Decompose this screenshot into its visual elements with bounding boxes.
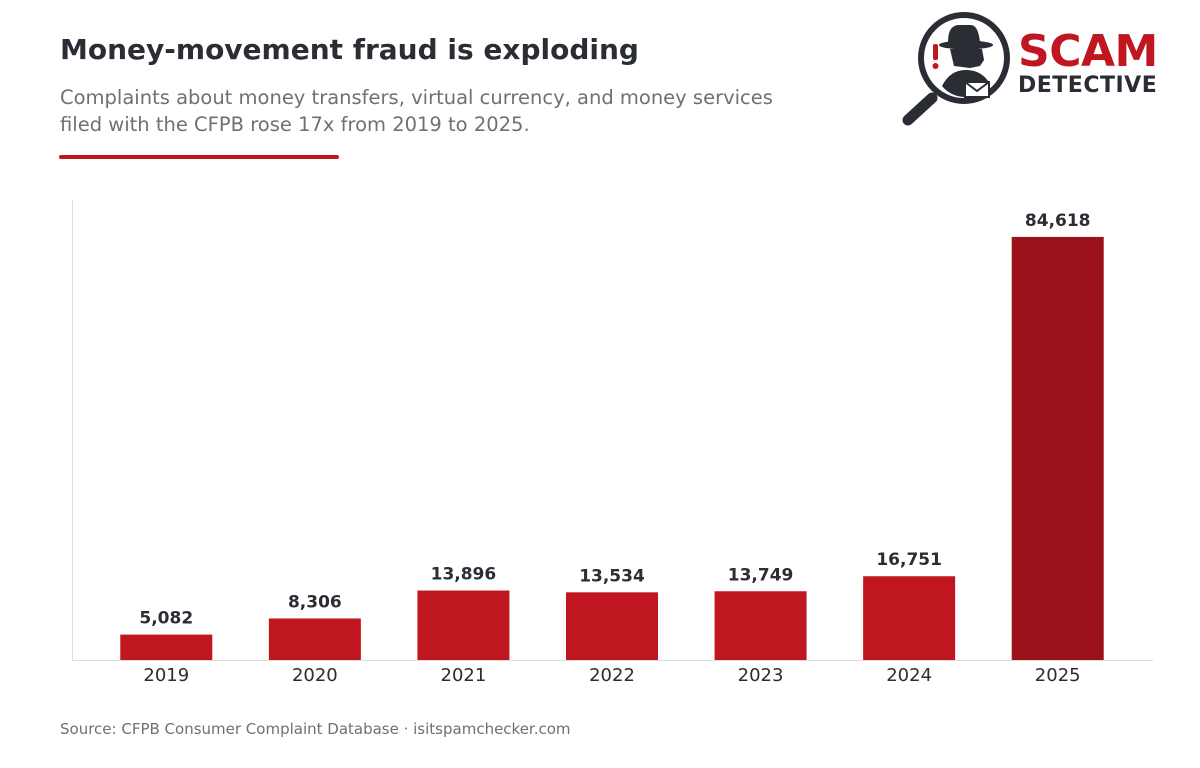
x-tick-label-2019: 2019 xyxy=(143,665,189,686)
source-note: Source: CFPB Consumer Complaint Database… xyxy=(60,720,571,738)
chart-title: Money-movement fraud is exploding xyxy=(60,33,639,66)
logo-word-detective: DETECTIVE xyxy=(1018,73,1158,98)
value-label-2023: 13,749 xyxy=(728,565,794,585)
x-tick-label-2021: 2021 xyxy=(441,665,487,686)
value-label-2024: 16,751 xyxy=(876,550,942,570)
x-tick-label-2025: 2025 xyxy=(1035,665,1081,686)
chart-subtitle: Complaints about money transfers, virtua… xyxy=(60,84,860,138)
logo-word-scam: SCAM xyxy=(1018,26,1158,77)
accent-rule xyxy=(59,155,339,159)
x-tick-label-2023: 2023 xyxy=(738,665,784,686)
x-tick-label-2022: 2022 xyxy=(589,665,635,686)
subtitle-line-2: filed with the CFPB rose 17x from 2019 t… xyxy=(60,113,530,136)
value-label-2022: 13,534 xyxy=(579,566,645,586)
bar-2024 xyxy=(863,576,956,660)
x-tick-label-2024: 2024 xyxy=(886,665,932,686)
bar-2022 xyxy=(566,592,658,660)
value-label-2020: 8,306 xyxy=(288,592,342,612)
value-label-2021: 13,896 xyxy=(431,565,497,585)
value-label-2025: 84,618 xyxy=(1025,211,1091,231)
bar-2023 xyxy=(714,591,807,660)
value-label-2019: 5,082 xyxy=(139,609,193,629)
x-tick-label-2020: 2020 xyxy=(292,665,338,686)
bar-2021 xyxy=(417,590,510,660)
bar-2025 xyxy=(1011,236,1104,660)
bar-2020 xyxy=(268,618,361,660)
subtitle-line-1: Complaints about money transfers, virtua… xyxy=(60,86,773,109)
bar-2019 xyxy=(120,634,213,660)
magnifier-spy-icon xyxy=(902,12,1010,126)
bar-chart: 5,082 2019 8,306 2020 13,896 2021 13,534 2022 13… xyxy=(72,200,1153,686)
